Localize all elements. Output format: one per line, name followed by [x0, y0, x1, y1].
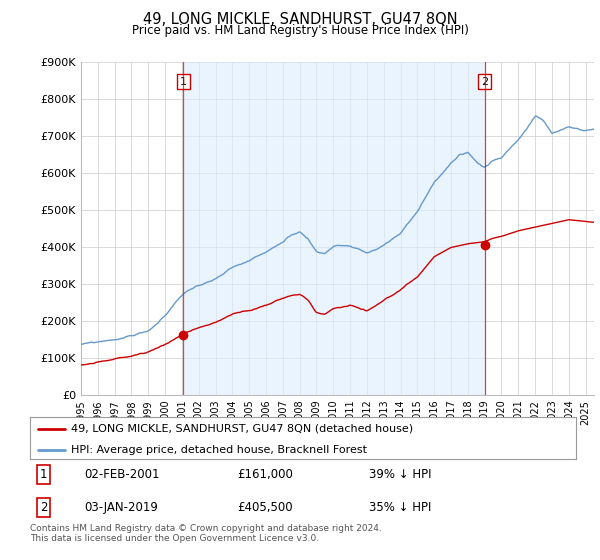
Text: 2: 2 [481, 77, 488, 87]
Text: £161,000: £161,000 [238, 468, 293, 482]
Text: 03-JAN-2019: 03-JAN-2019 [85, 501, 158, 515]
Text: Price paid vs. HM Land Registry's House Price Index (HPI): Price paid vs. HM Land Registry's House … [131, 24, 469, 36]
Text: 1: 1 [180, 77, 187, 87]
Text: 39% ↓ HPI: 39% ↓ HPI [368, 468, 431, 482]
Text: £405,500: £405,500 [238, 501, 293, 515]
Text: 49, LONG MICKLE, SANDHURST, GU47 8QN (detached house): 49, LONG MICKLE, SANDHURST, GU47 8QN (de… [71, 424, 413, 434]
Text: HPI: Average price, detached house, Bracknell Forest: HPI: Average price, detached house, Brac… [71, 445, 367, 455]
Text: 35% ↓ HPI: 35% ↓ HPI [368, 501, 431, 515]
Text: 2: 2 [40, 501, 47, 515]
Text: 1: 1 [40, 468, 47, 482]
Bar [184, 62, 485, 395]
Text: 49, LONG MICKLE, SANDHURST, GU47 8QN: 49, LONG MICKLE, SANDHURST, GU47 8QN [143, 12, 457, 27]
Text: 02-FEB-2001: 02-FEB-2001 [85, 468, 160, 482]
Text: Contains HM Land Registry data © Crown copyright and database right 2024.
This d: Contains HM Land Registry data © Crown c… [30, 524, 382, 543]
